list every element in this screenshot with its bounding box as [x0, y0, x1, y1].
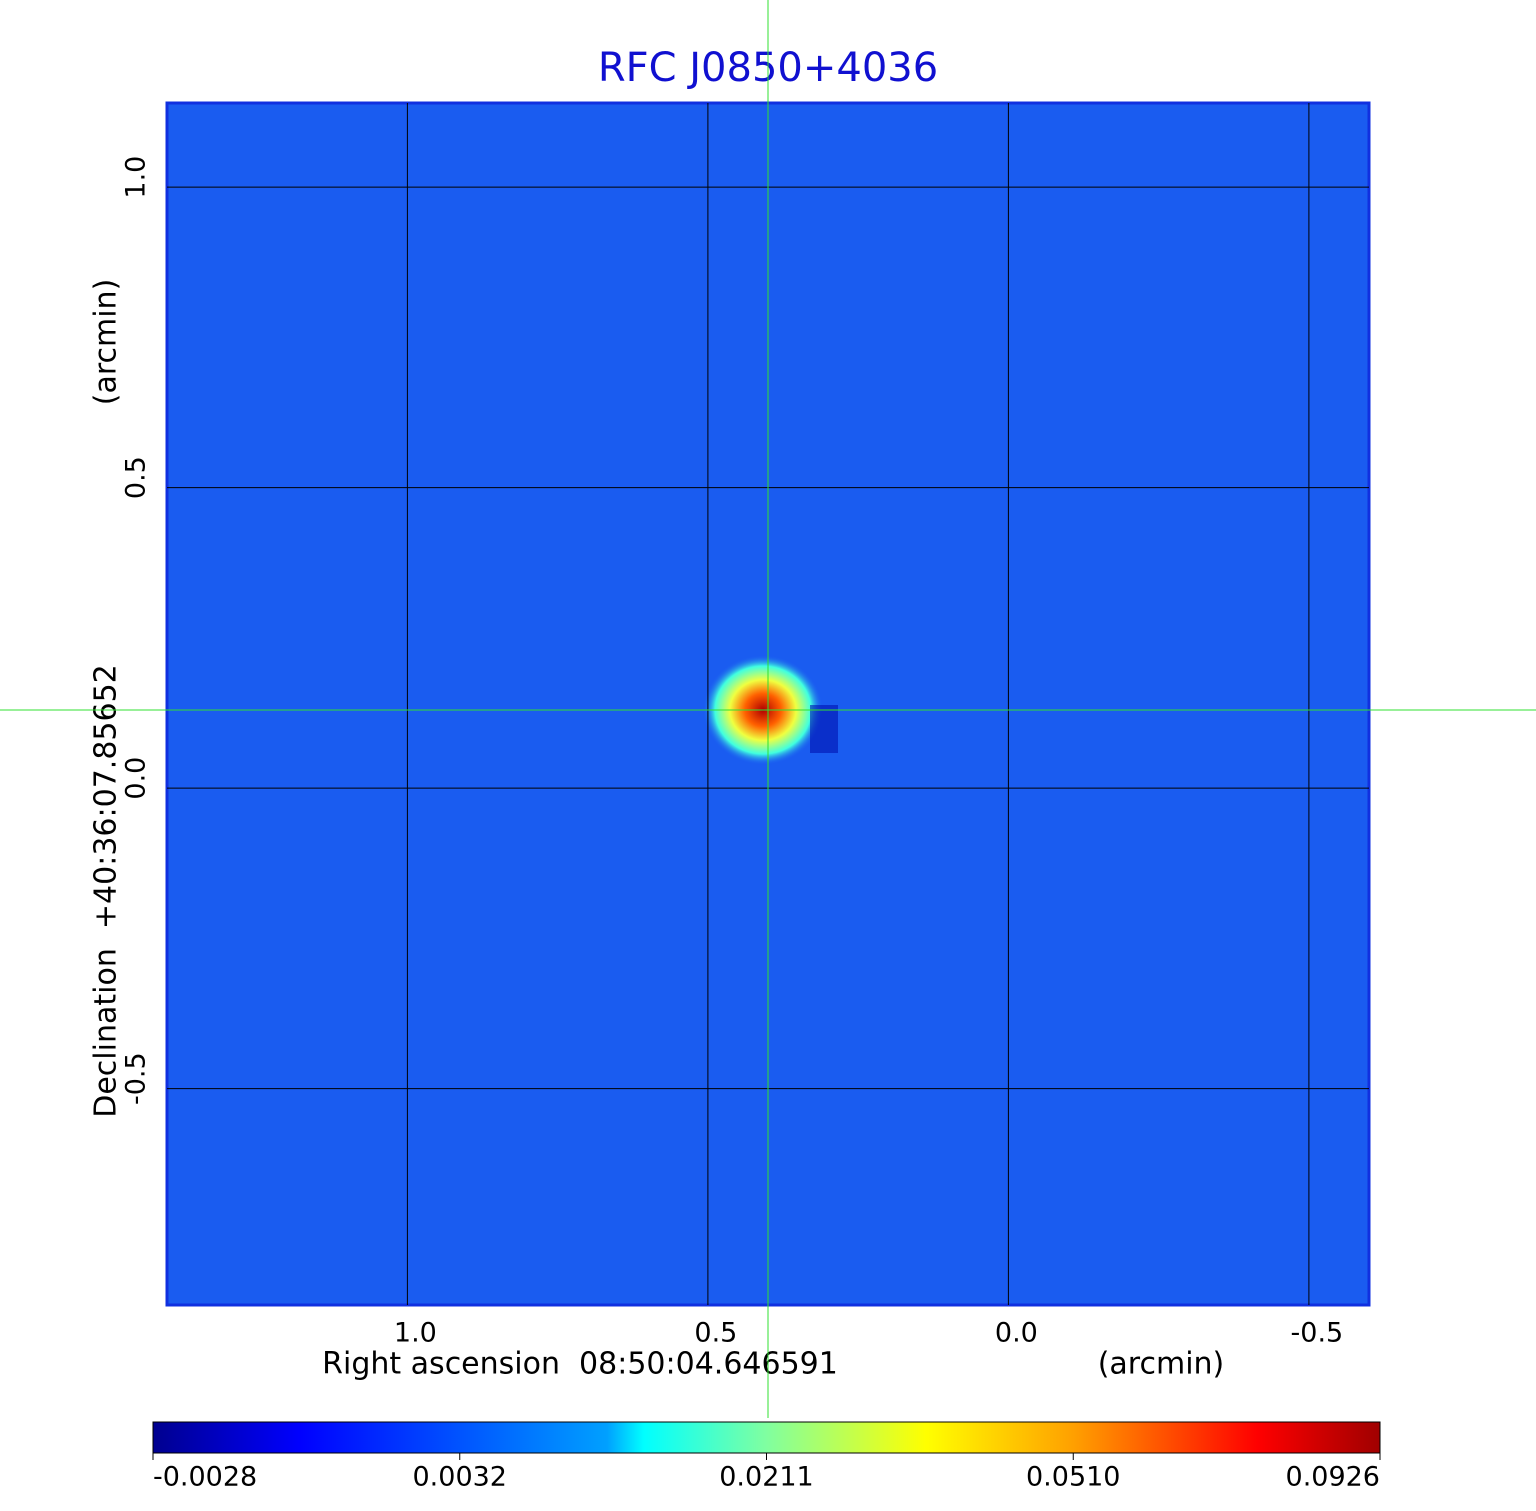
y-tick-label: -0.5 [121, 1052, 152, 1105]
colorbar [152, 1421, 1381, 1454]
colorbar-tick-label: 0.0211 [719, 1462, 813, 1493]
colorbar-tick-label: 0.0926 [1286, 1462, 1380, 1493]
y-axis-label: Declination +40:36:07.85652 [89, 664, 124, 1118]
y-tick-label: 0.5 [121, 456, 152, 499]
x-tick-label: 1.0 [394, 1318, 437, 1349]
source-negative [810, 705, 838, 754]
x-axis-unit: (arcmin) [1098, 1347, 1225, 1382]
x-tick-label: 0.5 [694, 1318, 737, 1349]
y-tick-label: 0.0 [121, 757, 152, 800]
x-tick-label: -0.5 [1291, 1318, 1344, 1349]
y-axis-unit: (arcmin) [89, 279, 124, 406]
colorbar-tick-label: -0.0028 [153, 1462, 257, 1493]
colorbar-tick-label: 0.0032 [413, 1462, 507, 1493]
x-axis-label: Right ascension 08:50:04.646591 [322, 1347, 838, 1382]
colorbar-tick-label: 0.0510 [1026, 1462, 1120, 1493]
x-tick-label: 0.0 [995, 1318, 1038, 1349]
y-tick-label: 1.0 [121, 156, 152, 199]
